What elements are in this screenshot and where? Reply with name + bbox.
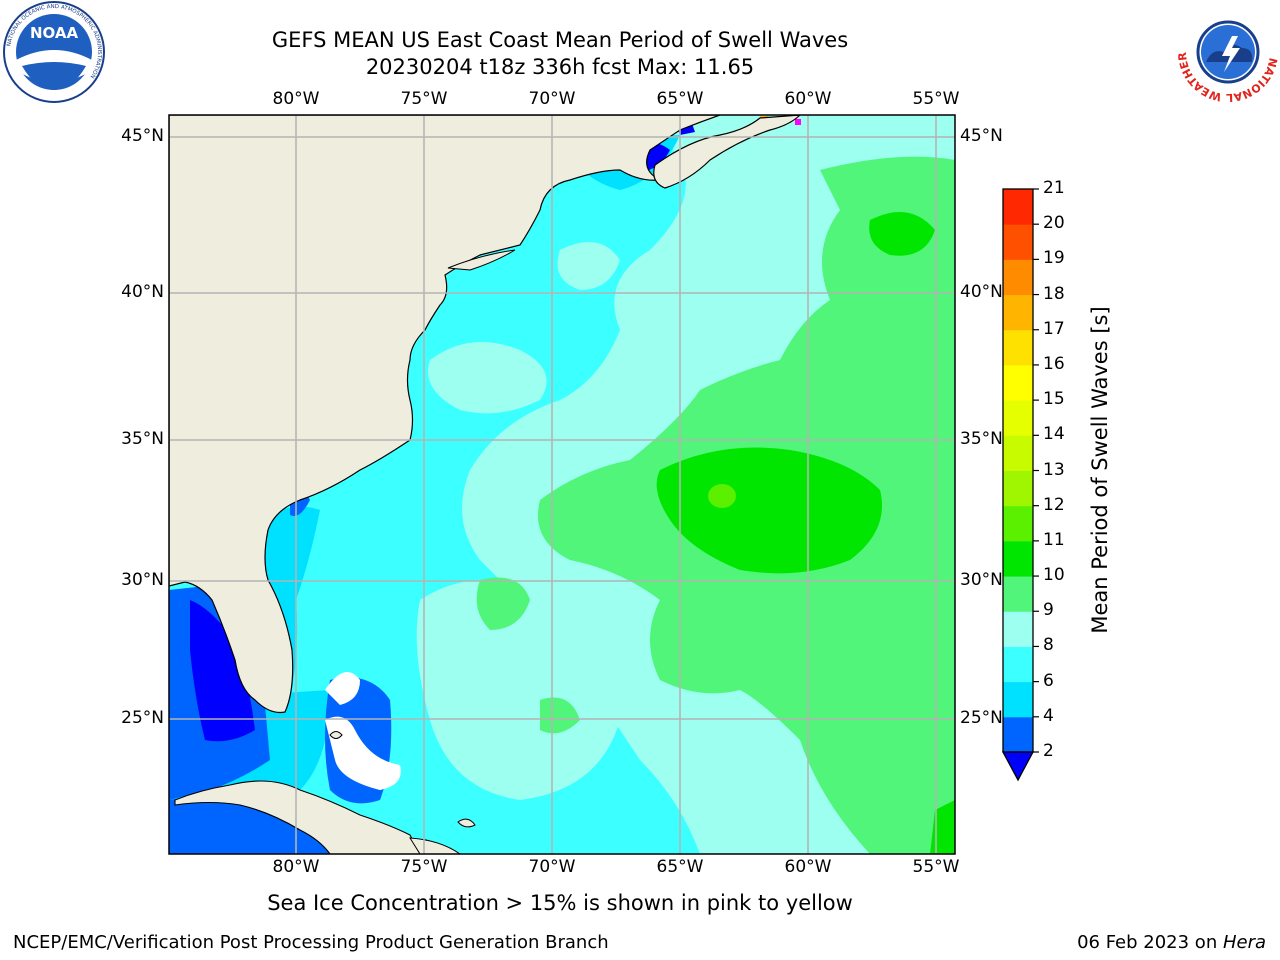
colorbar-label-17: 17 [1043,318,1065,339]
colorbar-label-10: 10 [1043,565,1065,586]
colorbar-label-20: 20 [1043,213,1065,234]
colorbar-label-4: 4 [1043,705,1054,726]
colorbar-label-21: 21 [1043,178,1065,198]
chart-subtitle: 20230204 t18z 336h fcst Max: 11.65 [365,55,755,79]
colorbar-segment-2 [1003,716,1033,753]
lon-label-bottom-70w: 70°W [528,857,576,877]
colorbar-segment-18 [1003,259,1033,296]
colorbar-title: Mean Period of Swell Waves [s] [1088,306,1112,634]
noaa-logo-text: NOAA [30,24,79,42]
lat-label-right-40n: 40°N [960,282,1003,302]
lon-label-top-65w: 65°W [656,89,704,109]
footer-date-text: 06 Feb 2023 on [1077,932,1223,953]
colorbar-segment-10 [1003,540,1033,577]
colorbar-segment-17 [1003,294,1033,331]
footer-date: 06 Feb 2023 on Hera [1077,932,1266,953]
colorbar-segment-16 [1003,329,1033,366]
colorbar-segment-8 [1003,611,1033,647]
colorbar-segment-4 [1003,681,1033,718]
colorbar-label-9: 9 [1043,600,1054,621]
lon-label-bottom-65w: 65°W [656,857,704,877]
graticule [169,115,955,854]
colorbar-segment-6 [1003,646,1033,683]
noaa-logo: NOAA NATIONAL OCEANIC AND ATMOSPHERIC AD… [2,0,106,108]
lat-label-right-25n: 25°N [960,708,1003,728]
colorbar-segment-14 [1003,400,1033,436]
lat-label-left-35n: 35°N [121,429,164,449]
sea-ice-marker [795,119,801,125]
colorbar-label-12: 12 [1043,494,1065,515]
colorbar-label-8: 8 [1043,635,1054,656]
colorbar-segment-12 [1003,470,1033,507]
colorbar-label-2: 2 [1043,741,1054,761]
sea-ice-note: Sea Ice Concentration > 15% is shown in … [267,891,853,915]
lon-label-top-55w: 55°W [912,89,960,109]
nova-scotia-land [653,115,801,189]
lat-label-right-35n: 35°N [960,429,1003,449]
north-america-land [169,115,721,714]
lon-label-bottom-80w: 80°W [272,857,320,877]
lat-label-left-40n: 40°N [121,282,164,302]
footer-machine: Hera [1222,932,1266,953]
lon-label-bottom-55w: 55°W [912,857,960,877]
colorbar-segment-15 [1003,364,1033,401]
colorbar-segment-19 [1003,224,1033,260]
colorbar-label-11: 11 [1043,529,1065,550]
lat-label-right-30n: 30°N [960,570,1003,590]
lon-label-top-60w: 60°W [784,89,832,109]
colorbar [1001,188,1039,782]
colorbar-segment-11 [1003,505,1033,542]
colorbar-label-14: 14 [1043,424,1065,445]
cuba-land [174,780,421,854]
lon-label-bottom-60w: 60°W [784,857,832,877]
lat-label-left-45n: 45°N [121,126,164,146]
colorbar-label-6: 6 [1043,670,1054,691]
colorbar-label-16: 16 [1043,353,1065,374]
colorbar-label-15: 15 [1043,389,1065,410]
colorbar-segment-20 [1003,189,1033,225]
lon-label-top-70w: 70°W [528,89,576,109]
colorbar-label-18: 18 [1043,283,1065,304]
swell-maximum [708,484,736,508]
lon-label-top-80w: 80°W [272,89,320,109]
colorbar-segment-13 [1003,435,1033,471]
colorbar-label-13: 13 [1043,459,1065,480]
map-frame [168,114,956,855]
lon-label-top-75w: 75°W [400,89,448,109]
footer-credit: NCEP/EMC/Verification Post Processing Pr… [13,932,609,953]
colorbar-label-19: 19 [1043,248,1065,269]
swell-band-10-11s [656,447,882,574]
colorbar-under-arrow [1001,751,1035,782]
nws-logo: NATIONAL WEATHER SERVICE [1172,0,1280,108]
lat-label-left-30n: 30°N [121,570,164,590]
colorbar-segment-9 [1003,576,1033,612]
lat-label-left-25n: 25°N [121,708,164,728]
lat-label-right-45n: 45°N [960,126,1003,146]
chart-title: GEFS MEAN US East Coast Mean Period of S… [271,28,849,52]
lon-label-bottom-75w: 75°W [400,857,448,877]
